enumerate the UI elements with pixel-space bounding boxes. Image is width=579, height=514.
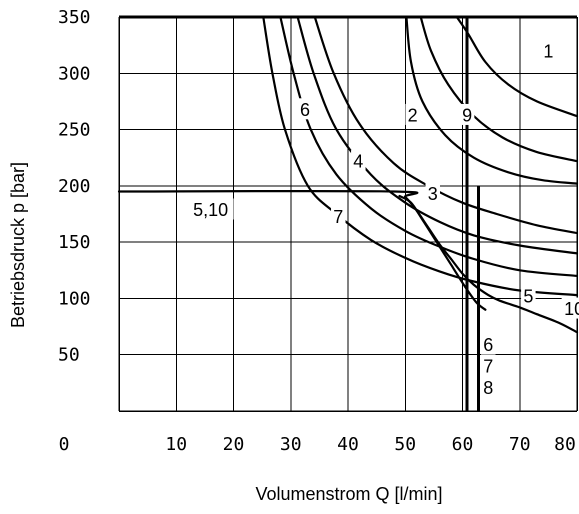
x-tick-label-70: 70 [509,434,531,455]
curve-label-12: 8 [483,378,493,398]
curve-label-7: 5,10 [193,200,228,220]
x-tick-label-30: 30 [280,434,302,455]
series-line-curve-a [262,15,579,297]
series-line-curve-b [279,15,579,277]
x-tick-label-20: 20 [223,434,245,455]
x-axis-title: Volumenstrom Q [l/min] [255,484,442,504]
annotation-bg-12 [481,376,496,398]
x-tick-label-80: 80 [554,434,576,455]
x-tick-label-40: 40 [337,434,359,455]
curve-label-9: 10 [564,299,579,319]
series-line-curve-d [313,15,579,235]
curve-label-11: 7 [483,356,493,376]
annotation-bg-10 [481,333,496,355]
curve-label-5: 3 [428,184,438,204]
series-line-curve-g [455,15,579,118]
series-line-curve-i [398,194,487,311]
curve-label-3: 6 [300,100,310,120]
y-tick-label-200: 200 [58,176,91,197]
curve-label-10: 6 [483,335,493,355]
annotation-bg-11 [481,354,496,376]
curve-label-8: 5 [523,287,533,307]
series-line-curve-e [405,15,579,185]
annotation-bg-7 [187,198,234,220]
y-tick-label-350: 350 [58,7,91,28]
annotation-bg-2 [459,103,475,125]
x-tick-label-10: 10 [165,434,187,455]
series-line-curve-h [117,189,579,334]
annotation-bg-3 [297,98,313,120]
tick-labels: 0 10 20 30 40 50 60 70 80 50 100 150 200 250 300 350 [58,7,576,455]
annotation-bg-1 [405,103,420,125]
y-tick-label-50: 50 [58,345,80,366]
limit-lines [119,15,577,411]
y-tick-label-100: 100 [58,288,91,309]
curve-label-4: 4 [353,152,363,172]
x-tick-label-60: 60 [452,434,474,455]
y-tick-label-250: 250 [58,120,91,141]
y-axis-title: Betriebsdruck p [bar] [8,162,28,328]
annotation-bg-6 [331,205,346,227]
curve-label-0: 1 [543,41,553,61]
curve-label-2: 9 [462,105,472,125]
series-line-curve-f [419,15,579,163]
annotation-bg-4 [351,150,366,172]
annotation-bg-5 [425,182,440,204]
x-tick-label-50: 50 [394,434,416,455]
annotation-bg-0 [541,39,556,61]
annotation-bg-9 [561,297,579,319]
curve-label-6: 7 [333,207,343,227]
curve-label-1: 2 [408,105,418,125]
plot-frame [118,17,578,412]
x-tick-label-0: 0 [59,434,70,455]
annotation-bg-8 [521,285,536,307]
y-tick-label-300: 300 [58,63,91,84]
series-line-curve-c [296,15,579,255]
y-tick-label-150: 150 [58,232,91,253]
